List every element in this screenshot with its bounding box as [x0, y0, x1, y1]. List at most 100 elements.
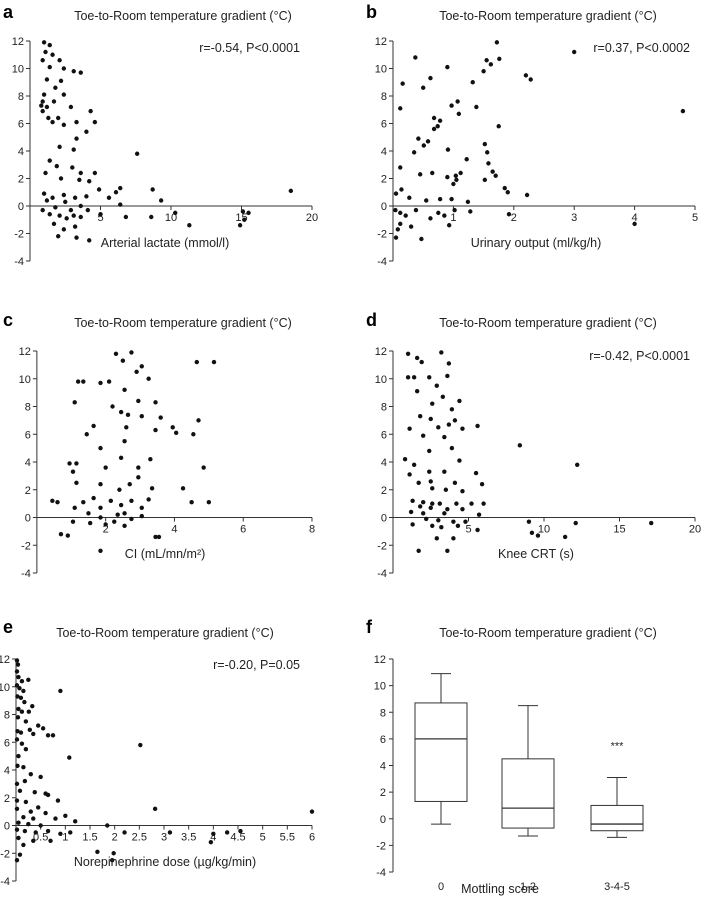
data-point: [98, 515, 103, 520]
x-tick-label: 6: [240, 524, 246, 536]
data-point: [173, 430, 179, 436]
x-tick-label: 2: [511, 212, 517, 224]
data-point: [72, 505, 77, 510]
y-tick-label: 8: [18, 91, 24, 103]
data-point: [118, 202, 123, 207]
data-point: [44, 77, 50, 82]
x-axis-label: Arterial lactate (mmol/l): [101, 236, 230, 250]
data-point: [98, 445, 103, 451]
data-point: [288, 188, 294, 194]
data-point: [50, 52, 55, 57]
data-point: [158, 198, 164, 203]
data-point: [474, 104, 479, 110]
x-category-label: 3-4-5: [604, 881, 630, 893]
data-point: [28, 771, 33, 777]
data-point: [238, 828, 243, 834]
data-point: [187, 223, 192, 228]
data-point: [53, 205, 58, 210]
data-point: [393, 235, 399, 240]
data-point: [58, 78, 64, 84]
data-point: [411, 462, 417, 467]
data-point: [482, 141, 488, 147]
data-point: [457, 458, 462, 463]
data-point: [50, 733, 56, 738]
data-point: [15, 763, 20, 769]
x-tick-label: 3.5: [181, 832, 196, 844]
x-tick-label: 8: [309, 524, 315, 536]
data-point: [19, 709, 25, 714]
data-point: [445, 174, 450, 180]
y-tick-label: -2: [376, 840, 386, 852]
data-point: [58, 688, 63, 694]
data-point: [122, 387, 127, 393]
x-axis-label: CI (mL/mn/m²): [125, 547, 206, 561]
data-point: [430, 486, 435, 491]
data-point: [201, 465, 206, 470]
data-point: [528, 77, 533, 82]
data-point: [122, 830, 127, 835]
data-point: [47, 42, 52, 48]
data-point: [26, 821, 31, 827]
x-tick-label: 10: [165, 212, 177, 224]
data-point: [449, 407, 455, 412]
data-point: [194, 359, 199, 365]
data-point: [55, 798, 61, 803]
chart-panel-a: Toe-to-Room temperature gradient (°C) -4 -…: [12, 9, 318, 268]
x-tick-label: 4.5: [230, 832, 245, 844]
y-tick-label: 8: [381, 91, 387, 103]
data-point: [103, 522, 108, 527]
data-point: [449, 445, 455, 451]
data-point: [21, 814, 26, 820]
data-point: [58, 831, 63, 837]
box-iqr: [501, 758, 555, 829]
chart-title: Toe-to-Room temperature gradient (°C): [74, 316, 292, 330]
data-point: [53, 816, 58, 821]
data-point: [120, 358, 126, 363]
data-point: [419, 359, 424, 365]
data-point: [23, 746, 29, 752]
data-point: [98, 212, 103, 217]
data-point: [71, 213, 76, 218]
data-point: [430, 401, 435, 406]
data-point: [36, 805, 41, 810]
data-point: [31, 731, 36, 737]
data-point: [473, 470, 479, 476]
data-point: [417, 414, 423, 419]
data-point: [15, 728, 20, 734]
correlation-stat: r=-0.20, P=0.05: [213, 658, 300, 672]
data-point: [113, 190, 119, 195]
data-point: [70, 469, 76, 474]
data-point: [61, 92, 67, 97]
data-point: [452, 207, 457, 213]
data-point: [28, 809, 33, 814]
data-point: [416, 136, 421, 141]
y-tick-label: -4: [377, 568, 387, 580]
data-point: [22, 778, 28, 784]
data-point: [98, 548, 103, 553]
y-tick-label: 0: [18, 201, 24, 213]
data-point: [48, 838, 53, 843]
data-point: [505, 190, 510, 195]
y-tick-label: 12: [375, 36, 387, 48]
data-point: [41, 40, 47, 45]
x-tick-label: 4: [210, 832, 216, 844]
data-point: [46, 115, 51, 121]
x-tick-label: 15: [235, 212, 247, 224]
data-point: [118, 409, 124, 415]
x-tick-label: 5.5: [280, 832, 295, 844]
correlation-stat: r=0.37, P<0.0002: [593, 41, 690, 55]
data-point: [134, 151, 140, 156]
data-point: [71, 69, 76, 74]
data-point: [464, 157, 469, 162]
data-point: [21, 765, 26, 770]
data-point: [149, 486, 155, 491]
y-tick-label: 2: [381, 485, 387, 497]
data-point: [87, 238, 92, 243]
data-point: [31, 816, 36, 821]
data-point: [18, 695, 24, 701]
chart-title: Toe-to-Room temperature gradient (°C): [439, 626, 657, 640]
data-point: [61, 192, 67, 198]
data-point: [16, 753, 21, 759]
data-point: [479, 482, 485, 487]
data-point: [434, 536, 439, 541]
